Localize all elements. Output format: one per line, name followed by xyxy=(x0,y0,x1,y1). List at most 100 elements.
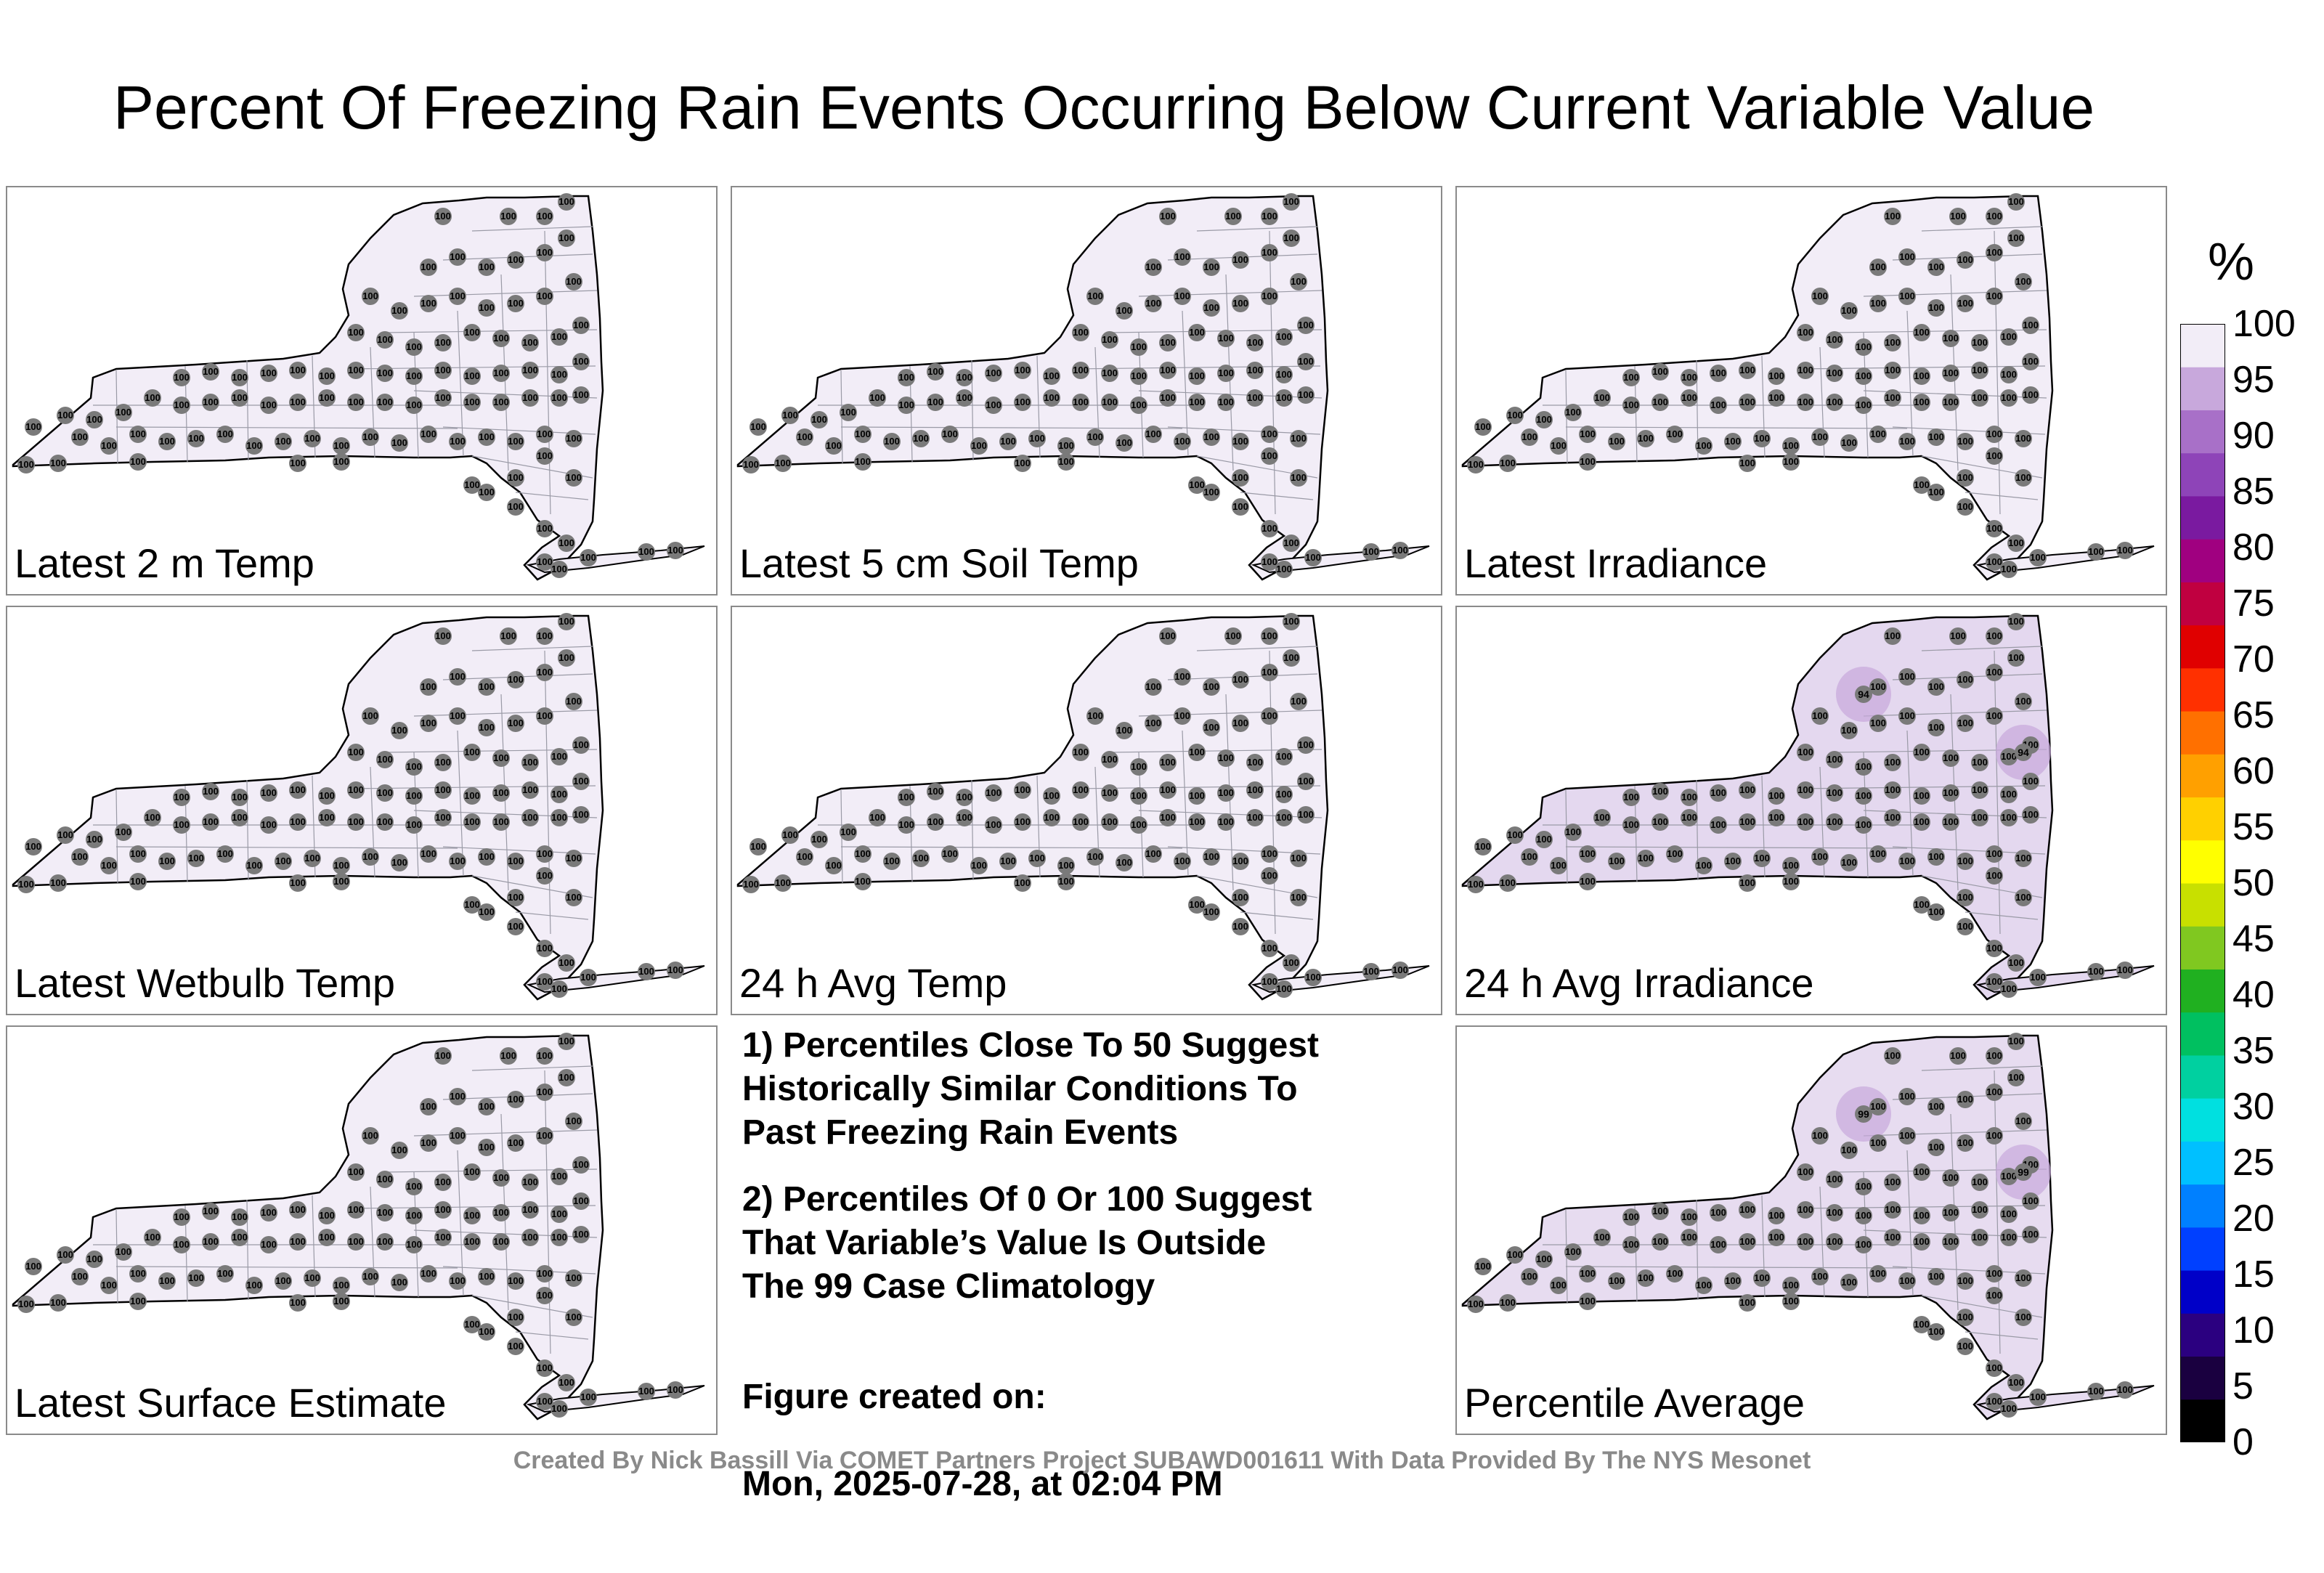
station-value-label: 100 xyxy=(1652,1206,1668,1216)
station-marker xyxy=(376,784,394,802)
station-value-label: 100 xyxy=(130,428,146,439)
station-marker xyxy=(521,362,539,379)
station-value-label: 100 xyxy=(1957,674,1973,685)
station-value-label: 100 xyxy=(18,459,34,470)
station-value-label: 100 xyxy=(450,1091,466,1102)
station-marker xyxy=(1297,317,1315,334)
station-marker xyxy=(1283,613,1300,630)
station-marker xyxy=(492,1169,510,1187)
station-value-label: 100 xyxy=(464,479,480,490)
station-marker xyxy=(173,369,190,386)
station-value-label: 100 xyxy=(522,1204,538,1215)
station-marker xyxy=(1797,1163,1814,1181)
station-value-label: 100 xyxy=(1914,1319,1930,1330)
station-value-label: 100 xyxy=(1739,816,1755,827)
station-value-label: 100 xyxy=(333,860,349,871)
color-scale-swatch xyxy=(2180,926,2225,970)
station-value-label: 100 xyxy=(1957,921,1973,932)
station-marker xyxy=(536,1127,553,1145)
station-value-label: 100 xyxy=(537,211,553,221)
station-value-label: 100 xyxy=(2001,1171,2017,1182)
station-value-label: 100 xyxy=(1739,1297,1755,1308)
station-marker xyxy=(2015,889,2032,906)
station-value-label: 100 xyxy=(1986,1396,2002,1407)
station-value-label: 100 xyxy=(1856,790,1872,801)
station-marker xyxy=(1261,940,1278,957)
station-marker xyxy=(1986,244,2003,261)
station-value-label: 100 xyxy=(188,853,204,863)
station-value-label: 100 xyxy=(2001,751,2017,762)
station-value-label: 100 xyxy=(1102,816,1118,827)
station-marker xyxy=(2007,1033,2025,1050)
station-marker xyxy=(1913,476,1930,494)
panel-label: Latest Surface Estimate xyxy=(15,1380,447,1426)
station-marker xyxy=(1884,362,1901,379)
station-value-label: 100 xyxy=(1551,860,1567,871)
station-marker xyxy=(1564,824,1582,841)
station-value-label: 100 xyxy=(1957,1341,1973,1352)
station-marker xyxy=(187,430,205,447)
station-value-label: 100 xyxy=(782,829,798,840)
station-marker xyxy=(1593,809,1611,826)
station-marker xyxy=(507,498,524,516)
map-panel-latest-2m-temp: 100 100 100 100 100 100 100 100 100 100 100 100 100 1… xyxy=(6,186,718,596)
station-value-label: 100 xyxy=(775,877,791,888)
station-marker xyxy=(318,367,336,385)
station-marker xyxy=(1927,259,1945,276)
station-marker xyxy=(289,1233,306,1251)
county-boundary xyxy=(1921,226,2043,232)
station-marker xyxy=(129,1265,147,1283)
station-marker xyxy=(912,430,930,447)
station-value-label: 100 xyxy=(319,790,335,801)
station-value-label: 100 xyxy=(1174,855,1190,866)
station-value-label: 100 xyxy=(1087,851,1103,862)
station-marker xyxy=(449,1088,466,1105)
station-value-label: 100 xyxy=(1681,812,1697,823)
station-value-label: 100 xyxy=(1986,630,2002,641)
station-value-label: 100 xyxy=(1739,365,1755,375)
station-marker xyxy=(1986,627,2003,645)
station-marker xyxy=(1014,813,1031,831)
color-scale-swatch xyxy=(2180,711,2225,755)
color-scale-tick-label: 100 xyxy=(2232,303,2296,345)
station-value-label: 100 xyxy=(1710,399,1726,410)
station-marker xyxy=(245,1277,263,1294)
station-value-label: 100 xyxy=(1972,757,1988,768)
station-value-label: 100 xyxy=(391,1277,407,1288)
station-value-label: 100 xyxy=(1986,1290,2002,1301)
station-marker xyxy=(558,1069,575,1086)
station-marker xyxy=(1297,386,1315,404)
station-value-label: 100 xyxy=(1291,472,1307,483)
station-value-label: 100 xyxy=(1957,254,1973,265)
station-value-label: 100 xyxy=(1870,428,1886,439)
station-marker xyxy=(1217,813,1235,831)
station-value-label: 100 xyxy=(1986,667,2002,678)
station-value-label: 100 xyxy=(1667,428,1683,439)
station-marker xyxy=(347,744,365,761)
station-marker xyxy=(1942,365,1959,382)
station-value-label: 100 xyxy=(1261,870,1277,881)
station-marker xyxy=(1739,813,1756,831)
station-marker xyxy=(420,259,437,276)
station-marker xyxy=(1101,331,1118,349)
station-marker xyxy=(391,722,408,739)
station-marker xyxy=(289,394,306,411)
station-value-label: 100 xyxy=(1797,365,1813,375)
county-boundary xyxy=(1965,492,2039,500)
station-marker xyxy=(173,397,190,414)
station-value-label: 100 xyxy=(2001,1208,2017,1219)
station-marker xyxy=(478,848,495,866)
station-marker xyxy=(1971,1229,1988,1246)
station-marker xyxy=(1261,627,1278,645)
station-marker xyxy=(970,857,988,874)
station-value-label: 100 xyxy=(1145,848,1161,859)
station-value-label: 100 xyxy=(508,855,524,866)
station-marker xyxy=(333,437,350,455)
station-marker xyxy=(173,816,190,834)
station-marker xyxy=(507,433,524,450)
station-value-label: 100 xyxy=(1928,906,1944,917)
station-value-label: 100 xyxy=(319,812,335,823)
station-value-label: 100 xyxy=(1943,1172,1959,1183)
station-value-label: 100 xyxy=(145,392,161,403)
